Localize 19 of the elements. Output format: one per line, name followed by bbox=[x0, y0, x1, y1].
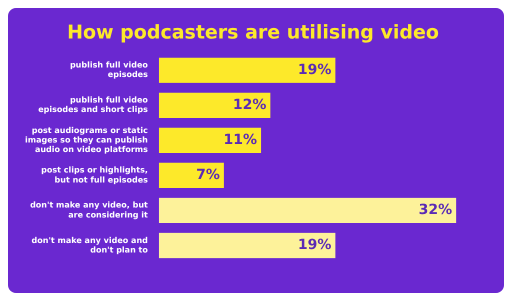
y-tick-label: publish full video episodes bbox=[70, 60, 148, 80]
bar bbox=[158, 128, 262, 153]
y-tick-label: post audiograms or static images so they can publish audio on video platforms bbox=[25, 126, 148, 154]
data-label: 19% bbox=[298, 62, 332, 78]
bar bbox=[158, 58, 336, 83]
data-label: 12% bbox=[232, 96, 266, 113]
y-tick-label: post clips or highlights, but not full episodes bbox=[41, 166, 148, 184]
bar bbox=[158, 92, 270, 118]
data-label: 11% bbox=[224, 132, 258, 148]
bar bbox=[158, 198, 456, 224]
y-tick-label: don't make any video, but are considering it bbox=[30, 200, 148, 220]
data-label: 32% bbox=[418, 202, 452, 218]
data-label: 7% bbox=[196, 167, 220, 184]
bar bbox=[158, 162, 224, 188]
data-label: 19% bbox=[298, 237, 332, 254]
bar bbox=[158, 232, 336, 258]
chart-title: How podcasters are utilising video bbox=[67, 21, 439, 44]
y-tick-label: don't make any video and don't plan to bbox=[32, 236, 148, 254]
y-tick-label: publish full video episodes and short clips bbox=[38, 96, 148, 114]
